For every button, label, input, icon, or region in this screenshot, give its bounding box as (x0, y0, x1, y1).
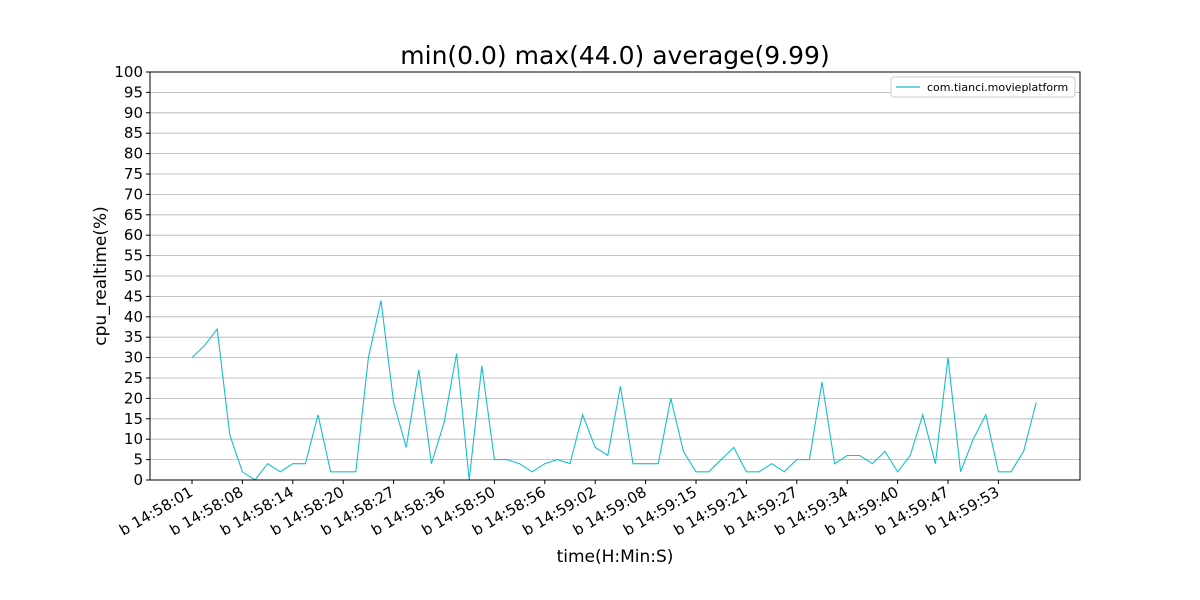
x-axis-label: time(H:Min:S) (557, 547, 674, 567)
y-axis: 0 5 10 15 20 25 30 35 40 45 50 55 60 65 70 75 80 85 90 95 10… (114, 63, 150, 489)
y-tick-label: 0 (133, 471, 143, 489)
y-tick-label: 20 (124, 389, 143, 407)
y-tick-label: 85 (124, 124, 143, 142)
y-tick-label: 25 (124, 369, 143, 387)
y-tick-label: 70 (124, 185, 143, 203)
y-tick-label: 60 (124, 226, 143, 244)
y-tick-label: 80 (124, 145, 143, 163)
series-layer (191, 300, 1037, 481)
y-tick-label: 30 (124, 349, 143, 367)
y-tick-label: 45 (124, 287, 143, 305)
y-tick-label: 50 (124, 267, 143, 285)
y-tick-label: 75 (124, 165, 143, 183)
y-tick-label: 95 (124, 83, 143, 101)
y-axis-label: cpu_realtime(%) (91, 206, 111, 345)
legend-box (890, 76, 1076, 98)
series-line (191, 300, 1037, 481)
y-tick-label: 35 (124, 328, 143, 346)
y-tick-label: 15 (124, 410, 143, 428)
y-tick-label: 40 (124, 308, 143, 326)
y-tick-label: 90 (124, 104, 143, 122)
legend: com.tianci.movieplatform (890, 76, 1076, 98)
y-tick-label: 55 (124, 247, 143, 265)
y-tick-label: 100 (114, 63, 143, 81)
y-tick-label: 5 (133, 451, 143, 469)
plot-frame (149, 71, 1081, 481)
chart-title: min(0.0) max(44.0) average(9.99) (400, 41, 829, 70)
y-tick-label: 10 (124, 430, 143, 448)
y-tick-label: 65 (124, 206, 143, 224)
legend-label: com.tianci.movieplatform (927, 81, 1068, 94)
